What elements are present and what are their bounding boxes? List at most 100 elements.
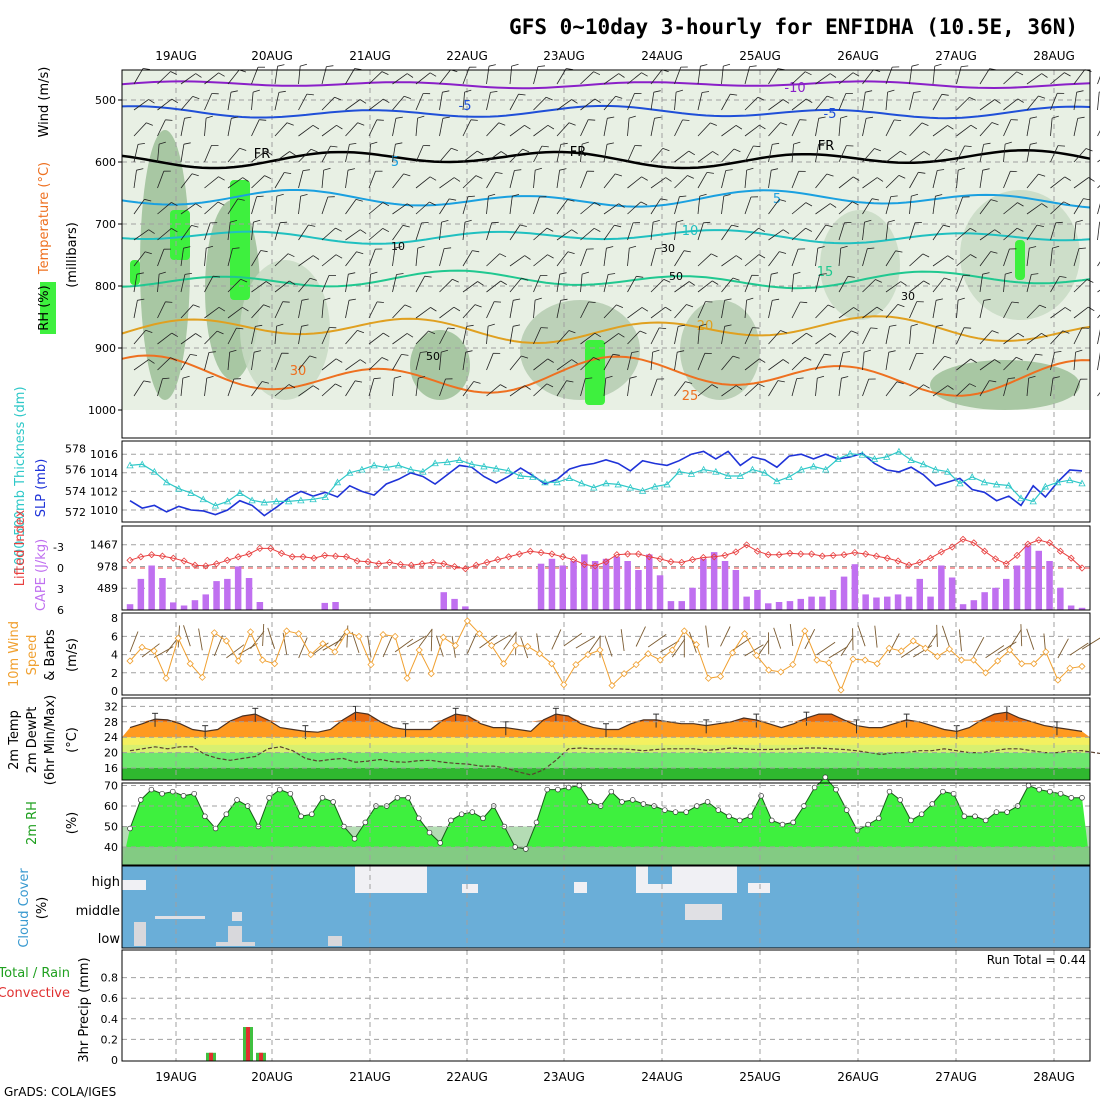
rh-point [555,786,561,793]
wind-barb-flag [495,172,503,174]
wind-barb-flag [354,68,362,70]
wind10m-point [909,637,917,645]
wind-barb [744,227,759,241]
wind-barb-flag [1052,245,1060,249]
wind-barb-flag [357,122,365,126]
wind-barb [627,72,642,85]
wind-barb [298,255,314,267]
precip-ytick-2: 0.4 [101,1013,119,1026]
wind-barb-flag [382,228,390,233]
wind-barb-flag [381,71,389,75]
wind-barb [157,332,173,345]
wind-barb-flag [521,277,529,281]
wind-barb [204,352,210,371]
wind-barb-flag [217,201,225,206]
date-bottom-8: 27AUG [935,1070,977,1084]
wind10m-point [1054,676,1062,684]
wind-barb [885,326,890,345]
wind-barb [1050,378,1054,397]
wind-barb-flag [614,224,622,228]
wind-barb-flag [701,91,710,93]
wind-barb [439,327,449,345]
cape-label-cape: CAPE (J/kg) [34,539,49,611]
rh-point [758,793,764,799]
wind-barb-flag [571,229,578,234]
wind-barb-flag [660,198,668,201]
wind-barb-flag [806,332,813,338]
wind-barb [298,196,302,215]
wind-barb-flag [982,168,990,171]
wind-barb-flag [288,384,296,389]
li-point [775,551,783,559]
wind-barb-flag [943,224,951,228]
wind-barb [885,175,900,189]
wind-barb [768,199,780,215]
wind-barb-flag [195,333,202,338]
li-point [386,558,394,566]
wind-barb [885,222,889,241]
wind-barb [533,227,548,241]
wind-barb-flag [401,354,409,356]
wind-barb [909,301,918,319]
wind-barb-flag [208,351,216,353]
wind-barb [439,92,443,111]
li-point [321,551,329,559]
wind-barb [603,333,619,345]
rh-ytick-1: 50 [104,821,118,834]
wind10m-point [307,651,315,659]
rh-ytick-0: 40 [104,841,118,854]
wind10m-barb [435,635,444,657]
wind-barb-flag [143,380,151,383]
wind-barb-flag [618,333,625,338]
thickness-point [907,456,915,463]
wind-barb [509,196,513,215]
wind-barb-flag [843,351,851,353]
wind-barb [1097,392,1100,397]
wind-barb-flag [1039,304,1047,309]
wind-barb-flag [746,167,754,171]
wind-barb [1026,224,1038,241]
wind-barb [956,145,965,163]
wind-barb [509,277,522,293]
wind-barb [486,253,500,267]
cape-bar [137,578,145,610]
cape-bar [743,596,750,610]
wind-barb [721,196,725,215]
wind-barb [345,122,358,137]
rh-high [1015,240,1025,280]
thickness-point [712,467,720,475]
wind-barb-flag [994,359,1001,364]
wind-barb [580,171,588,189]
rh-point [876,815,882,822]
iso-minus10 [121,80,1091,90]
wind-barb [815,118,820,137]
wind-barb [392,73,408,85]
date-bottom-2: 21AUG [349,1070,391,1084]
wind-barb-flag [184,273,192,275]
wind-barb [744,275,753,293]
upper-ytick-4: 900 [95,342,116,355]
wind-barb [251,281,267,293]
wind-barb-flag [170,357,177,361]
wind10m-point [210,629,218,637]
thickness-point [431,459,439,467]
wind-barb-flag [841,376,849,379]
wind-barb-flag [618,203,625,208]
wind-barb [274,326,277,345]
wind-barb-flag [348,272,356,275]
wind-barb [885,281,901,293]
cape-bar [732,570,740,610]
cape-bar [992,587,999,611]
wind-barb-flag [890,195,898,197]
wind-barb [956,124,972,137]
rh-point [587,799,593,805]
wind-barb [157,301,166,319]
wind-barb-flag [1081,327,1089,329]
wind-barb [838,307,854,319]
wind-barb-flag [330,145,338,148]
wind-barb-flag [945,148,953,152]
wind-barb-flag [1064,176,1071,181]
wind-barb [533,124,549,137]
wind-ytick-0: 0 [111,685,118,698]
rh-point [1004,809,1010,815]
